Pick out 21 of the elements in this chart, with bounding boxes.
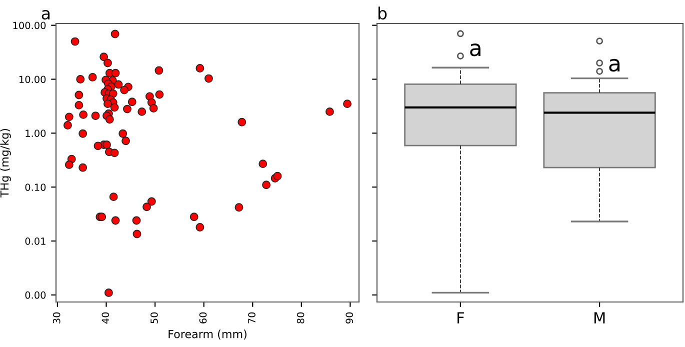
- y-tick-label: 0.01: [25, 237, 46, 245]
- x-tick-label: M: [594, 312, 605, 324]
- x-tick-label: 60: [199, 312, 207, 324]
- chart-title: a: [42, 10, 50, 20]
- y-tick-label: 1.00: [26, 130, 46, 137]
- x-tick-label: F: [458, 312, 464, 324]
- y-tick-label: 100.00: [13, 22, 46, 30]
- x-tick-label: 30: [52, 312, 60, 324]
- x-tick-label: 90: [346, 312, 354, 324]
- chart-title: b: [378, 6, 387, 20]
- y-tick-label: 0.10: [25, 184, 46, 191]
- x-tick-label: 80: [296, 312, 304, 324]
- x-axis-title: Forearm (mm): [168, 330, 246, 340]
- x-tick-label: 70: [248, 312, 256, 324]
- x-tick-label: 50: [150, 312, 158, 324]
- y-tick-label: 0.00: [25, 291, 46, 299]
- annotation: a: [470, 44, 480, 56]
- x-tick-label: 40: [102, 312, 110, 324]
- y-tick-label: 10.00: [20, 76, 46, 84]
- annotation: a: [609, 58, 620, 72]
- y-axis-title: THg (mg/kg): [0, 128, 11, 198]
